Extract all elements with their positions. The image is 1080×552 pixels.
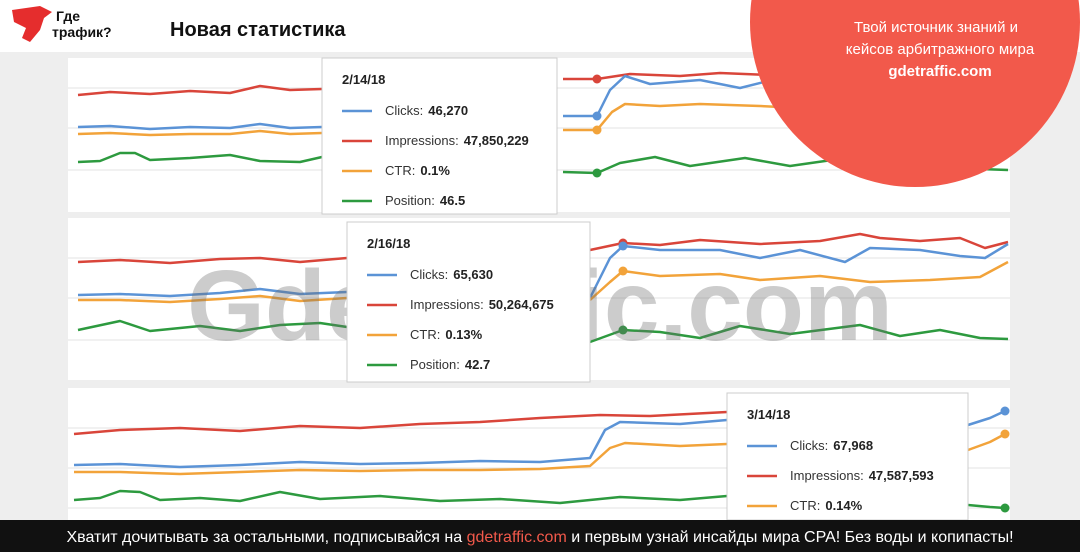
tooltip-value: 42.7 [465,357,490,372]
tooltip-label: CTR: [385,163,415,178]
tooltip-label: Clicks: [410,267,448,282]
tooltip [726,392,969,521]
promo-line: кейсов арбитражного мира [846,41,1035,58]
tooltip-label: Position: [385,193,435,208]
tooltip-label: Clicks: [790,438,828,453]
footer-link[interactable]: gdetraffic.com [467,529,567,546]
tooltip-label: CTR: [410,327,440,342]
footer [0,520,1080,552]
footer-text: и первым узнай инсайды мира CPA! Без вод… [571,529,1013,546]
promo-link: gdetraffic.com [888,63,991,80]
tooltip-label: CTR: [790,498,820,513]
tooltip-label: Clicks: [385,103,423,118]
footer-text: Хватит дочитывать за остальными, подписы… [66,529,462,546]
promo-line: Твой источник знаний и [854,19,1018,36]
tooltip-value: 46,270 [428,103,468,118]
tooltip-value: 0.1% [420,163,450,178]
tooltip-value: 47,850,229 [464,133,529,148]
tooltip-value: 47,587,593 [869,468,934,483]
tooltip-label: Impressions: [790,468,864,483]
tooltip-label: Position: [410,357,460,372]
promo-circle [750,0,1080,187]
logo-text: трафик? [52,24,112,40]
tooltip-date: 2/14/18 [342,72,385,87]
tooltip-value: 65,630 [453,267,493,282]
tooltip-label: Impressions: [385,133,459,148]
tooltip-value: 67,968 [833,438,873,453]
tooltip-value: 0.13% [445,327,482,342]
tooltip [321,57,558,215]
tooltip-value: 50,264,675 [489,297,554,312]
tooltip-value: 0.14% [825,498,862,513]
header-title: Новая статистика [170,19,346,41]
logo-text: Где [56,8,80,24]
logo-icon [12,6,52,42]
tooltip-date: 3/14/18 [747,407,790,422]
tooltip-value: 46.5 [440,193,465,208]
tooltip [346,221,591,383]
tooltip-label: Impressions: [410,297,484,312]
tooltips: 2/14/18 Clicks: 46,270 Impressions: 47,850,2… [321,57,969,521]
tooltip-date: 2/16/18 [367,236,410,251]
footer-text: Хватит дочитывать за остальными, подписы… [66,529,1013,546]
